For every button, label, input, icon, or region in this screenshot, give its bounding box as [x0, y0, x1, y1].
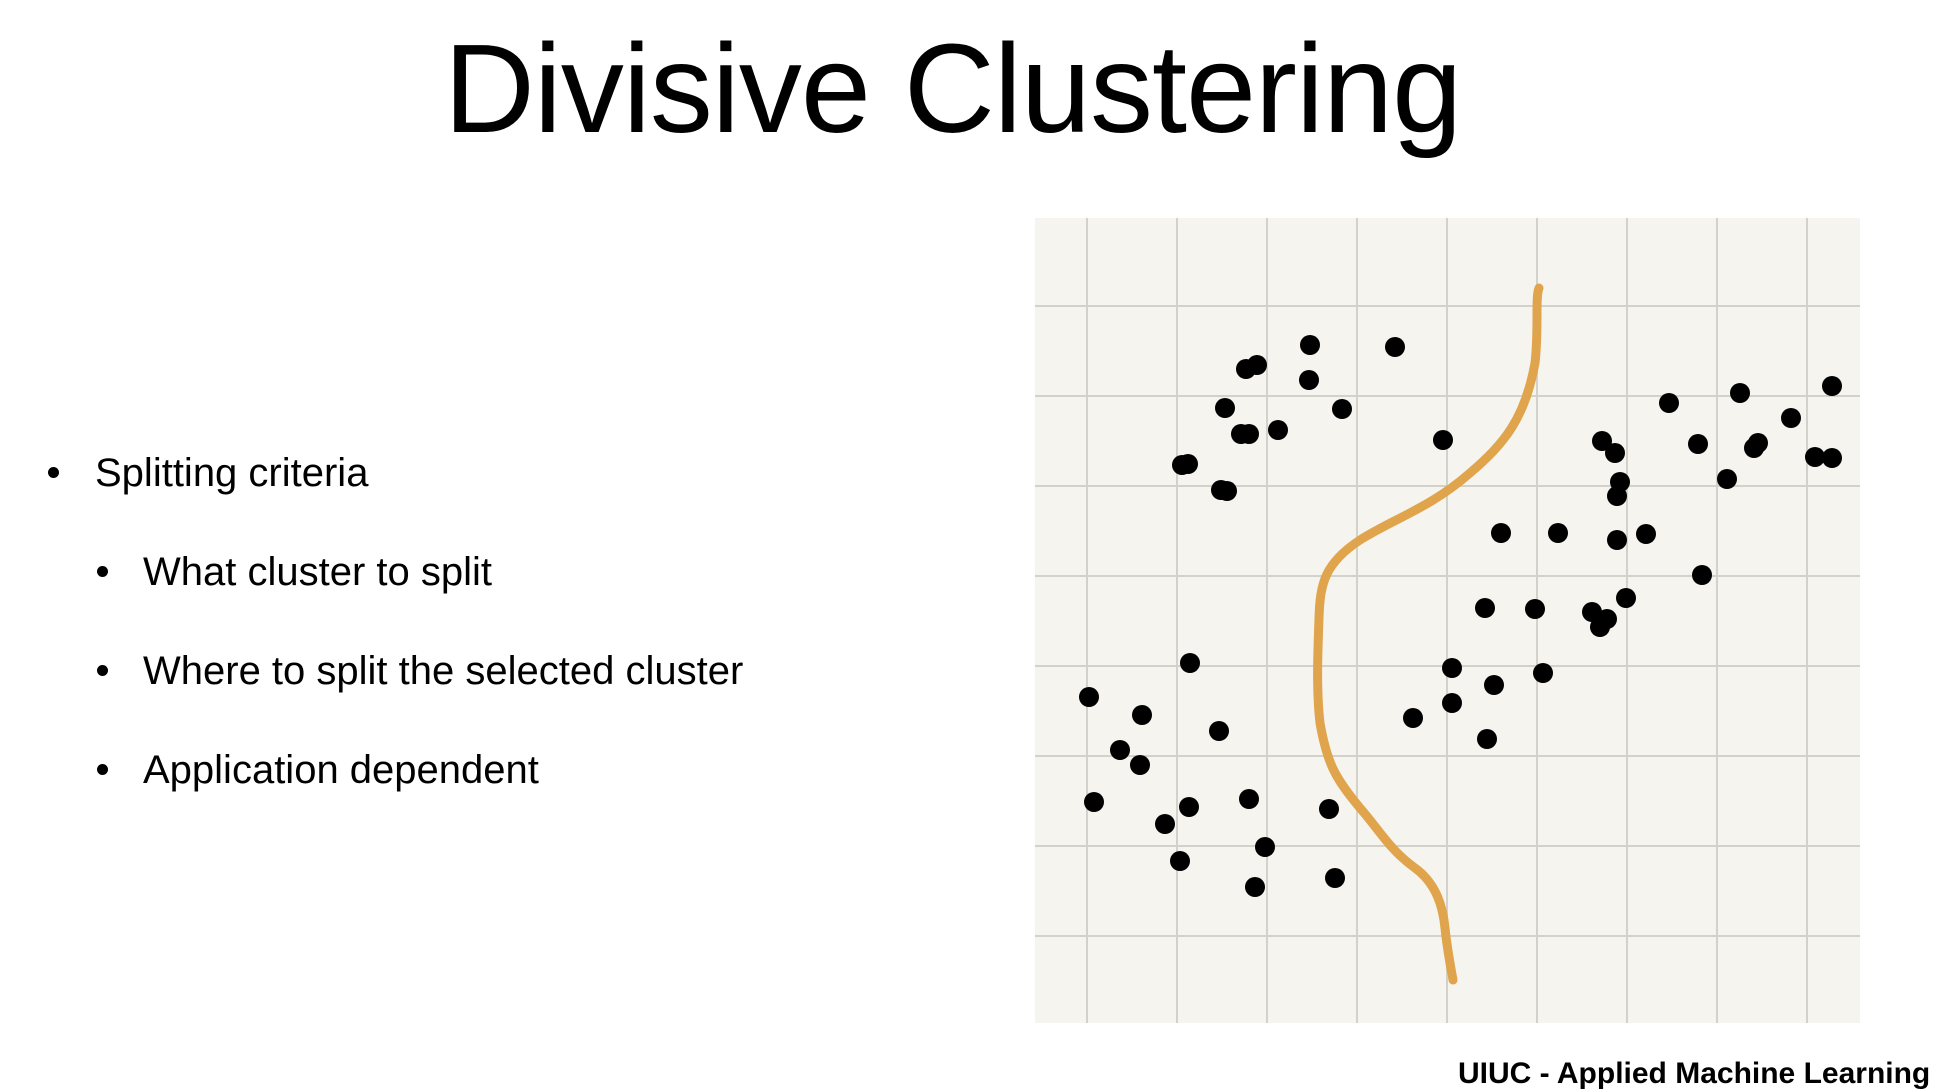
data-point [1178, 454, 1198, 474]
data-point [1299, 370, 1319, 390]
bullet-dot-icon [97, 665, 108, 676]
data-point [1590, 617, 1610, 637]
data-point [1433, 430, 1453, 450]
data-point [1475, 598, 1495, 618]
bullet-dot-icon [48, 467, 59, 478]
data-point [1110, 740, 1130, 760]
data-point [1170, 851, 1190, 871]
data-point [1130, 755, 1150, 775]
data-point [1247, 355, 1267, 375]
data-point [1239, 424, 1259, 444]
data-point [1525, 599, 1545, 619]
data-point [1717, 469, 1737, 489]
data-point [1730, 383, 1750, 403]
data-point [1616, 588, 1636, 608]
split-curve [1313, 283, 1544, 985]
data-point [1255, 837, 1275, 857]
bullet-text: Where to split the selected cluster [143, 649, 744, 693]
data-points [1079, 335, 1842, 897]
data-point [1180, 653, 1200, 673]
data-point [1744, 438, 1764, 458]
data-point [1805, 447, 1825, 467]
data-point [1484, 675, 1504, 695]
data-point [1636, 524, 1656, 544]
data-point [1132, 705, 1152, 725]
data-point [1084, 792, 1104, 812]
data-point [1385, 337, 1405, 357]
data-point [1325, 868, 1345, 888]
data-point [1688, 434, 1708, 454]
data-point [1548, 523, 1568, 543]
data-point [1155, 814, 1175, 834]
data-point [1179, 797, 1199, 817]
data-point [1209, 721, 1229, 741]
data-point [1079, 687, 1099, 707]
bullet-text: What cluster to split [143, 550, 493, 594]
data-point [1332, 399, 1352, 419]
footer-course-label: UIUC - Applied Machine Learning [1458, 1057, 1931, 1090]
slide-title: Divisive Clustering [443, 18, 1462, 159]
data-point [1605, 443, 1625, 463]
data-point [1822, 448, 1842, 468]
data-point [1610, 472, 1630, 492]
bullet-text: Splitting criteria [95, 451, 369, 495]
data-point [1533, 663, 1553, 683]
data-point [1592, 431, 1612, 451]
data-point [1442, 693, 1462, 713]
data-point [1491, 523, 1511, 543]
data-point [1607, 530, 1627, 550]
data-point [1582, 602, 1602, 622]
data-point [1239, 789, 1259, 809]
data-point [1215, 398, 1235, 418]
data-point [1403, 708, 1423, 728]
data-point [1319, 799, 1339, 819]
data-point [1217, 481, 1237, 501]
figure-grid [1035, 218, 1860, 1023]
cluster-split-figure [1035, 218, 1860, 1023]
data-point [1300, 335, 1320, 355]
data-point [1477, 729, 1497, 749]
data-point [1659, 393, 1679, 413]
data-point [1442, 658, 1462, 678]
data-point [1822, 376, 1842, 396]
data-point [1692, 565, 1712, 585]
data-point [1781, 408, 1801, 428]
data-point [1268, 420, 1288, 440]
bullet-dot-icon [97, 566, 108, 577]
data-point [1245, 877, 1265, 897]
bullet-dot-icon [97, 764, 108, 775]
bullet-text: Application dependent [143, 748, 539, 792]
